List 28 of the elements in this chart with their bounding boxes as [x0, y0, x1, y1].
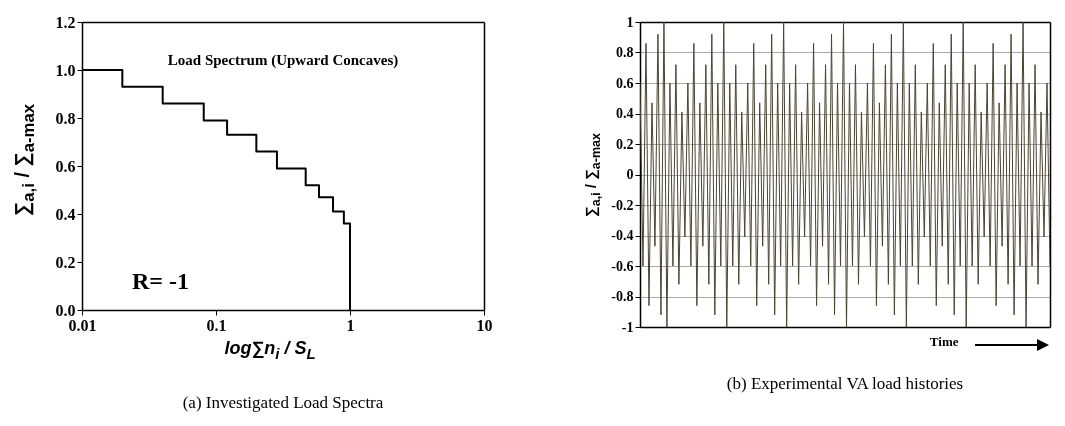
text: (b) Experimental VA load histories [726, 374, 964, 393]
y-tick-label: 0 [626, 167, 634, 182]
x-tick-label: 0.01 [68, 316, 97, 334]
x-axis-title: log∑n$_{i}$ / S$_{L}$ [224, 338, 316, 362]
y-tick-label: -0.8 [611, 289, 634, 304]
y-tick-label: 0.8 [616, 45, 634, 60]
y-tick-label: 0.2 [55, 253, 76, 271]
y-tick-label: 0.2 [616, 136, 634, 152]
annotation: R= -1 [132, 268, 189, 294]
x-tick-label: 1 [346, 316, 355, 334]
y-tick-label: 0.4 [616, 106, 634, 121]
y-tick-label: 0.6 [616, 75, 634, 91]
x-axis-title: Time [929, 333, 959, 349]
x-tick-label: 0.1 [206, 316, 227, 334]
y-tick-label: 1.0 [55, 61, 76, 79]
y-tick-label: 0.8 [55, 109, 76, 127]
annotation: Load Spectrum (Upward Concaves) [167, 52, 399, 69]
y-tick-label: 0.6 [55, 157, 76, 175]
y-tick-label: 1 [626, 14, 634, 30]
y-tick-label: 0.4 [55, 205, 76, 223]
y-tick-label: 0.0 [55, 301, 76, 319]
y-tick-label: -0.6 [611, 258, 634, 274]
y-tick-label: -0.4 [611, 228, 634, 243]
x-tick-label: 10 [476, 316, 493, 334]
y-tick-label: -0.2 [611, 197, 634, 213]
text: (a) Investigated Load Spectra [182, 393, 384, 412]
y-tick-label: 1.2 [55, 13, 76, 31]
y-tick-label: -1 [621, 319, 634, 335]
